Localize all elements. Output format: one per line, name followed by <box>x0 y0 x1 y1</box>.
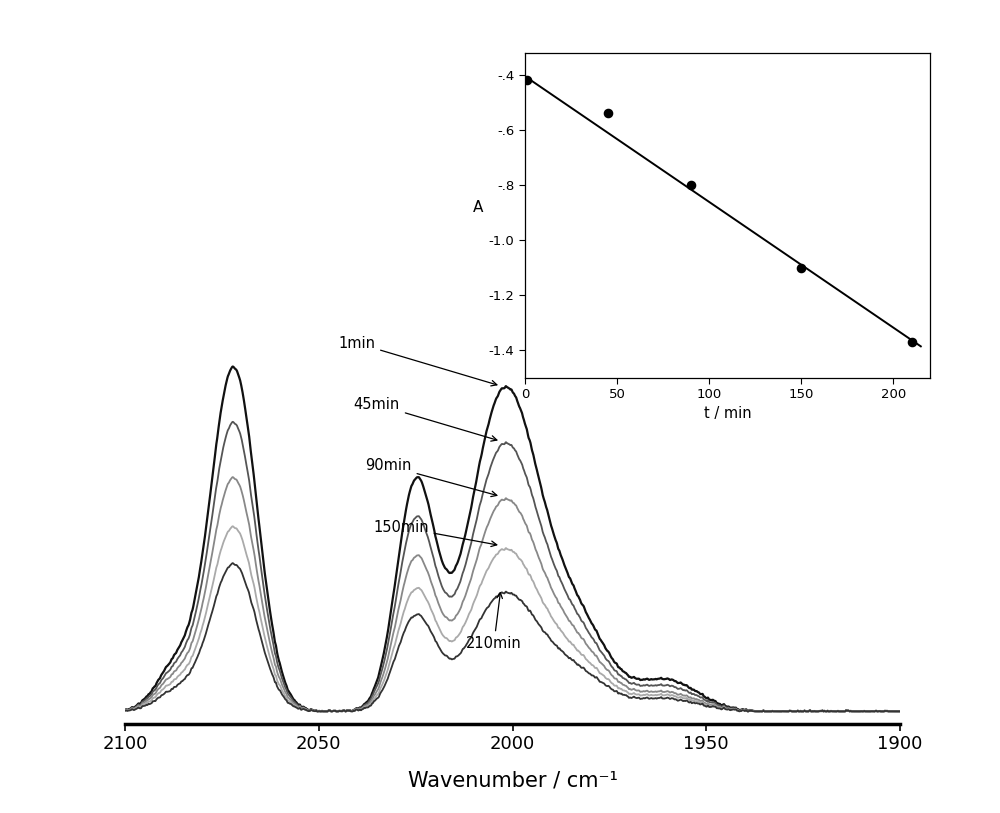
Point <box>683 179 699 192</box>
Point <box>904 336 920 349</box>
Point <box>793 261 809 274</box>
Point <box>600 107 616 120</box>
Text: 90min: 90min <box>365 459 497 497</box>
X-axis label: t / min: t / min <box>704 406 751 420</box>
Text: 45min: 45min <box>354 397 497 441</box>
X-axis label: Wavenumber / cm⁻¹: Wavenumber / cm⁻¹ <box>408 770 617 790</box>
Text: 1min: 1min <box>338 336 497 386</box>
Text: 210min: 210min <box>466 593 522 651</box>
Point <box>519 74 535 87</box>
Y-axis label: A: A <box>472 201 483 215</box>
Text: 150min: 150min <box>373 520 497 546</box>
